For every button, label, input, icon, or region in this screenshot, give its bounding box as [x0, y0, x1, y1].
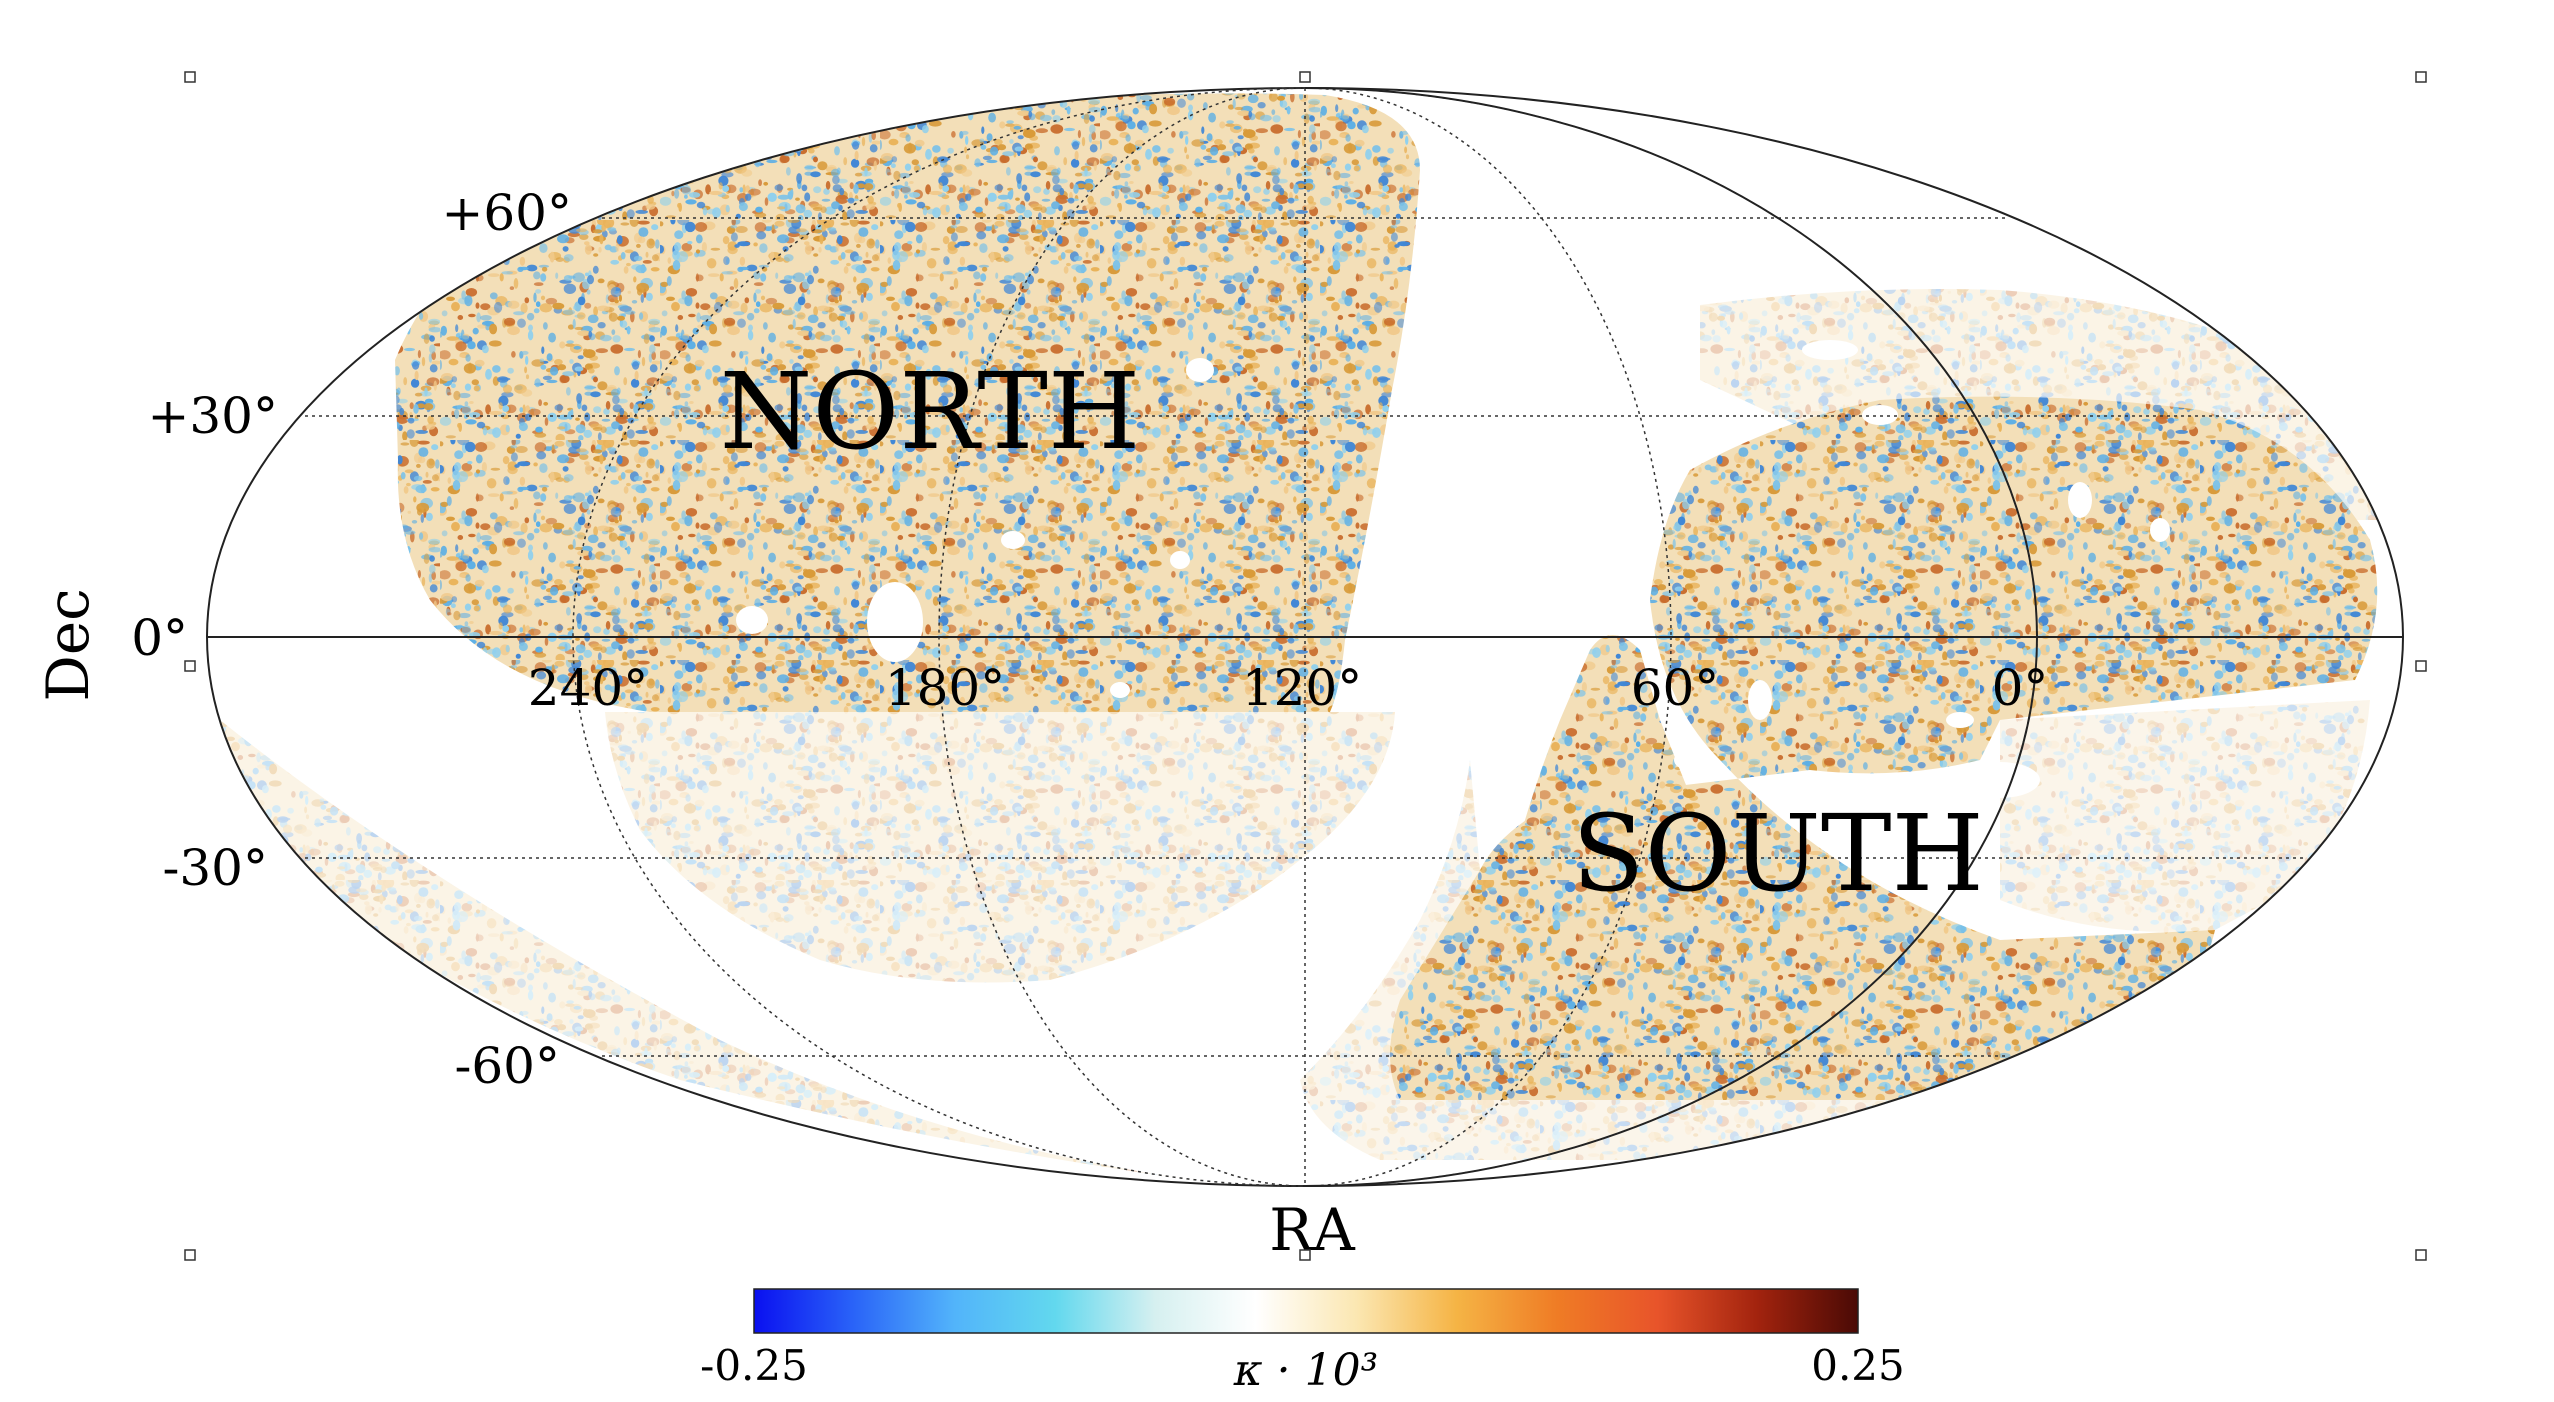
- dec-tick-label: 0°: [131, 609, 188, 667]
- ra-tick-label: 0°: [1992, 659, 2049, 717]
- colorbar-quantity-label: κ · 10³: [1233, 1345, 1378, 1396]
- colorbar-max-label: 0.25: [1811, 1341, 1905, 1390]
- ra-tick-label: 240°: [528, 659, 648, 717]
- x-axis-title: RA: [1269, 1196, 1356, 1264]
- graticule: [206, 87, 2404, 1187]
- y-axis-title: Dec: [34, 588, 102, 701]
- colorbar-min-label: -0.25: [700, 1341, 808, 1390]
- dec-tick-label: -30°: [162, 839, 268, 897]
- south-footprint: [1390, 396, 2378, 1101]
- survey-footprints: [220, 93, 2392, 1185]
- north-footprint: [395, 93, 1420, 713]
- north-label: NORTH: [720, 350, 1141, 473]
- dec-tick-label: +30°: [147, 387, 278, 445]
- north-faint-footprint: [605, 712, 1395, 983]
- left-crescent-footprint: [220, 720, 1230, 1185]
- dec-tick-label: -60°: [454, 1037, 560, 1095]
- figure-handles: [184, 71, 2427, 1261]
- ra-tick-label: 180°: [885, 659, 1005, 717]
- ra-tick-label: 60°: [1631, 659, 1720, 717]
- ra-tick-label: 120°: [1242, 659, 1362, 717]
- south-faint-lower-footprint: [1300, 760, 2100, 1160]
- south-label: SOUTH: [1572, 792, 1984, 915]
- south-faint-right-footprint: [2000, 700, 2370, 932]
- masked-holes: [736, 340, 2170, 798]
- colorbar: [753, 1288, 1859, 1334]
- ra-meridian-0: [1304, 87, 2038, 1187]
- dec-tick-label: +60°: [441, 184, 572, 242]
- south-lower-footprint: [1500, 635, 1700, 920]
